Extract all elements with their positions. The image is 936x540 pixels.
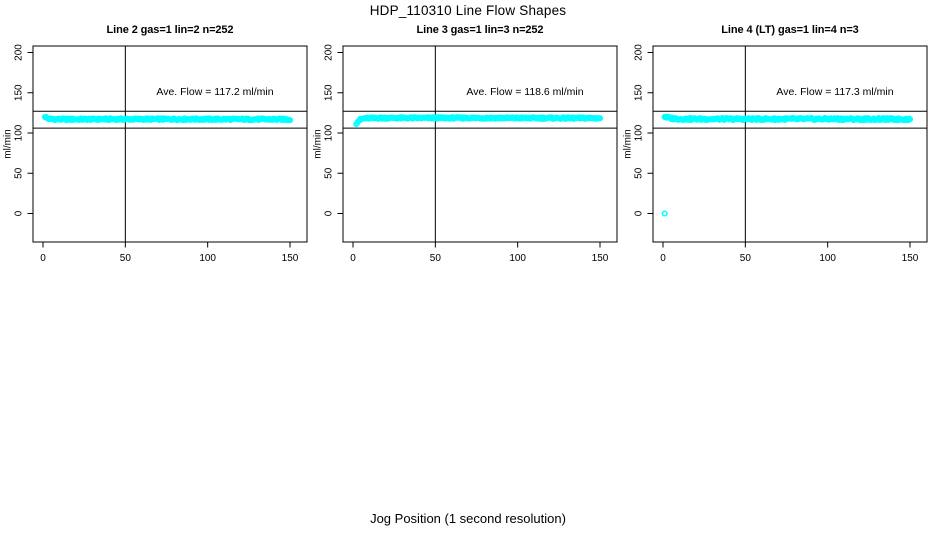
plot-box	[32, 45, 308, 243]
y-tick-label: 50	[14, 167, 25, 179]
y-tick-label: 200	[634, 44, 645, 61]
x-tick-label: 0	[660, 253, 666, 264]
figure-title: HDP_110310 Line Flow Shapes	[369, 3, 567, 18]
ave-flow-annotation-line-3: Ave. Flow = 118.6 ml/min	[466, 86, 584, 98]
outlier-point	[661, 210, 668, 217]
subplot-title-line-2: Line 2 gas=1 lin=2 n=252	[106, 24, 234, 36]
x-tick-label: 0	[350, 253, 356, 264]
ave-flow-annotation-line-4: Ave. Flow = 117.3 ml/min	[776, 86, 894, 98]
y-tick-label: 150	[324, 84, 335, 101]
x-axis-title: Jog Position (1 second resolution)	[370, 511, 566, 526]
ave-flow-annotation-line-2: Ave. Flow = 117.2 ml/min	[156, 86, 274, 98]
y-tick-label: 150	[14, 84, 25, 101]
y-tick-label: 0	[14, 210, 25, 216]
y-tick-label: 50	[324, 167, 335, 179]
y-tick-label: 100	[14, 124, 25, 141]
y-tick-label: 200	[14, 44, 25, 61]
x-tick-label: 150	[902, 253, 919, 264]
y-axis-label: ml/min	[3, 129, 14, 158]
plot-box	[342, 45, 618, 243]
y-tick-label: 200	[324, 44, 335, 61]
y-tick-label: 0	[324, 210, 335, 216]
y-axis-label: ml/min	[313, 129, 324, 158]
subplot-line-4: 0 50 100 150 200 0 50 100 150 ml/min	[623, 44, 928, 264]
x-tick-label: 50	[430, 253, 442, 264]
y-tick-label: 150	[634, 84, 645, 101]
data-point	[286, 117, 294, 124]
x-tick-label: 100	[199, 253, 216, 264]
x-tick-label: 100	[509, 253, 526, 264]
y-tick-label: 100	[634, 124, 645, 141]
y-axis-label: ml/min	[623, 129, 634, 158]
data-point	[906, 116, 914, 123]
y-tick-label: 100	[324, 124, 335, 141]
y-tick-label: 50	[634, 167, 645, 179]
x-tick-label: 50	[740, 253, 752, 264]
plot-box	[652, 45, 928, 243]
data-point	[596, 115, 604, 122]
x-tick-label: 100	[819, 253, 836, 264]
x-tick-label: 50	[120, 253, 132, 264]
y-tick-label: 0	[634, 210, 645, 216]
x-tick-label: 150	[592, 253, 609, 264]
subplot-line-3: 0 50 100 150 200 0 50 100 150 ml/min	[313, 44, 618, 264]
x-tick-label: 150	[282, 253, 299, 264]
x-tick-label: 0	[40, 253, 46, 264]
subplot-line-2: 0 50 100 150 200 0 50 100 150 ml/min	[3, 44, 308, 264]
plots-canvas: 0 50 100 150 200 0 50 100 150 ml/min 0 50 100 150 200…	[3, 44, 928, 264]
subplot-title-line-4: Line 4 (LT) gas=1 lin=4 n=3	[721, 24, 859, 36]
subplot-title-line-3: Line 3 gas=1 lin=3 n=252	[416, 24, 544, 36]
